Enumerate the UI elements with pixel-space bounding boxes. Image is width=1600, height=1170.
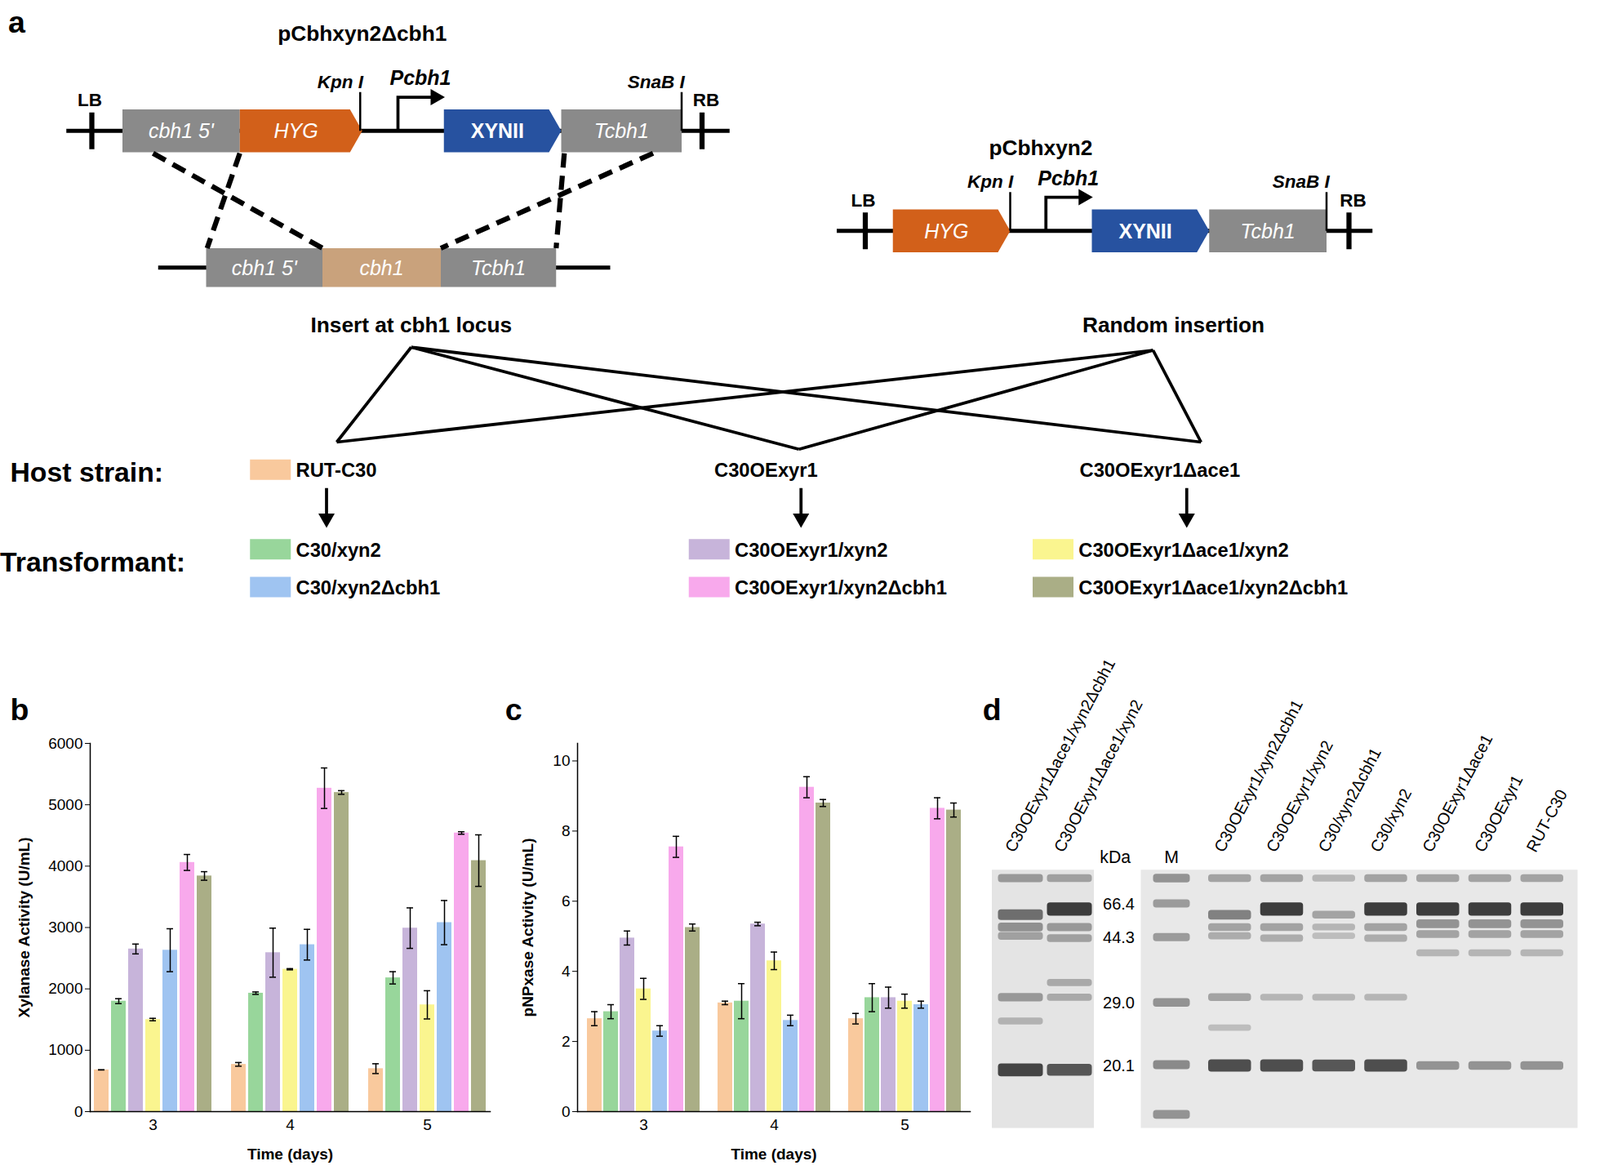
svg-text:3: 3: [148, 1115, 158, 1134]
svg-text:RUT-C30: RUT-C30: [1522, 786, 1571, 855]
svg-text:3: 3: [639, 1115, 649, 1134]
svg-text:C30OExyr1/xyn2: C30OExyr1/xyn2: [734, 538, 888, 561]
svg-text:6000: 6000: [48, 734, 83, 752]
svg-text:6: 6: [561, 892, 571, 910]
svg-text:C30OExyr1Δace1/xyn2Δcbh1: C30OExyr1Δace1/xyn2Δcbh1: [1001, 655, 1119, 855]
svg-text:C30/xyn2Δcbh1: C30/xyn2Δcbh1: [296, 576, 441, 599]
svg-text:SnaB I: SnaB I: [1272, 171, 1331, 192]
svg-text:C30OExyr1Δace1/xyn2: C30OExyr1Δace1/xyn2: [1050, 696, 1147, 855]
svg-text:cbh1 5': cbh1 5': [231, 256, 298, 280]
svg-text:5: 5: [900, 1115, 910, 1134]
svg-text:C30OExyr1/xyn2Δcbh1: C30OExyr1/xyn2Δcbh1: [734, 576, 947, 599]
svg-text:2000: 2000: [48, 979, 83, 997]
svg-text:pCbhxyn2: pCbhxyn2: [989, 135, 1094, 160]
svg-text:b: b: [10, 692, 30, 727]
svg-text:Time (days): Time (days): [247, 1145, 334, 1163]
svg-text:RUT-C30: RUT-C30: [296, 458, 378, 481]
svg-text:C30OExyr1Δace1: C30OExyr1Δace1: [1080, 458, 1241, 481]
svg-text:Xylanase Activity (U/mL): Xylanase Activity (U/mL): [15, 836, 33, 1018]
svg-text:C30OExyr1Δace1/xyn2: C30OExyr1Δace1/xyn2: [1078, 538, 1289, 561]
svg-text:5: 5: [422, 1115, 432, 1134]
svg-text:C30/xyn2: C30/xyn2: [296, 538, 382, 561]
svg-text:pNPxase Activity (U/mL): pNPxase Activity (U/mL): [519, 838, 537, 1018]
svg-text:Insert at cbh1 locus: Insert at cbh1 locus: [310, 312, 512, 338]
svg-text:C30OExyr1: C30OExyr1: [1471, 772, 1527, 856]
svg-text:Kpn I: Kpn I: [317, 71, 365, 93]
svg-text:C30/xyn2Δcbh1: C30/xyn2Δcbh1: [1314, 744, 1385, 855]
svg-text:29.0: 29.0: [1102, 993, 1135, 1012]
svg-text:3000: 3000: [48, 918, 83, 936]
svg-text:1000: 1000: [48, 1040, 83, 1058]
svg-text:LB: LB: [77, 89, 103, 111]
svg-text:cbh1: cbh1: [359, 256, 404, 280]
svg-text:4000: 4000: [48, 857, 83, 875]
svg-text:Time (days): Time (days): [730, 1145, 817, 1163]
svg-text:Kpn I: Kpn I: [967, 171, 1014, 192]
svg-text:10: 10: [552, 751, 570, 769]
svg-text:a: a: [8, 4, 27, 40]
svg-text:HYG: HYG: [273, 119, 318, 143]
svg-text:C30OExyr1: C30OExyr1: [714, 458, 818, 481]
svg-text:HYG: HYG: [924, 219, 969, 243]
svg-text:cbh1 5': cbh1 5': [148, 119, 215, 143]
svg-text:Pcbh1: Pcbh1: [1037, 166, 1099, 190]
svg-text:XYNII: XYNII: [1118, 219, 1172, 243]
svg-text:RB: RB: [693, 89, 720, 111]
svg-text:0: 0: [561, 1102, 571, 1120]
svg-text:0: 0: [74, 1102, 84, 1120]
svg-text:20.1: 20.1: [1102, 1056, 1135, 1075]
svg-text:Tcbh1: Tcbh1: [1240, 219, 1296, 243]
svg-text:2: 2: [561, 1032, 571, 1050]
svg-text:XYNII: XYNII: [471, 119, 525, 143]
svg-text:4: 4: [285, 1115, 295, 1134]
svg-text:RB: RB: [1339, 190, 1367, 211]
svg-text:C30OExyr1/xyn2Δcbh1: C30OExyr1/xyn2Δcbh1: [1210, 696, 1307, 855]
svg-text:8: 8: [561, 822, 571, 840]
svg-text:4: 4: [561, 962, 571, 980]
svg-text:d: d: [982, 692, 1002, 727]
svg-text:SnaB I: SnaB I: [627, 71, 686, 93]
svg-text:c: c: [505, 692, 523, 727]
svg-text:M: M: [1164, 847, 1179, 867]
svg-text:pCbhxyn2Δcbh1: pCbhxyn2Δcbh1: [277, 21, 447, 46]
svg-text:44.3: 44.3: [1102, 928, 1135, 947]
svg-text:Host strain:: Host strain:: [10, 456, 165, 488]
svg-text:Pcbh1: Pcbh1: [389, 66, 451, 89]
svg-text:kDa: kDa: [1099, 847, 1131, 867]
svg-text:LB: LB: [851, 190, 876, 211]
svg-text:Tcbh1: Tcbh1: [471, 256, 526, 280]
svg-text:C30/xyn2: C30/xyn2: [1366, 785, 1415, 855]
svg-text:Tcbh1: Tcbh1: [594, 119, 649, 143]
svg-text:5000: 5000: [48, 795, 83, 814]
svg-text:4: 4: [769, 1115, 779, 1134]
svg-text:C30OExyr1Δace1: C30OExyr1Δace1: [1418, 730, 1496, 855]
svg-text:Random insertion: Random insertion: [1082, 312, 1265, 338]
svg-text:C30OExyr1Δace1/xyn2Δcbh1: C30OExyr1Δace1/xyn2Δcbh1: [1078, 576, 1348, 599]
svg-text:Transformant:: Transformant:: [0, 546, 186, 578]
svg-text:66.4: 66.4: [1102, 894, 1135, 913]
